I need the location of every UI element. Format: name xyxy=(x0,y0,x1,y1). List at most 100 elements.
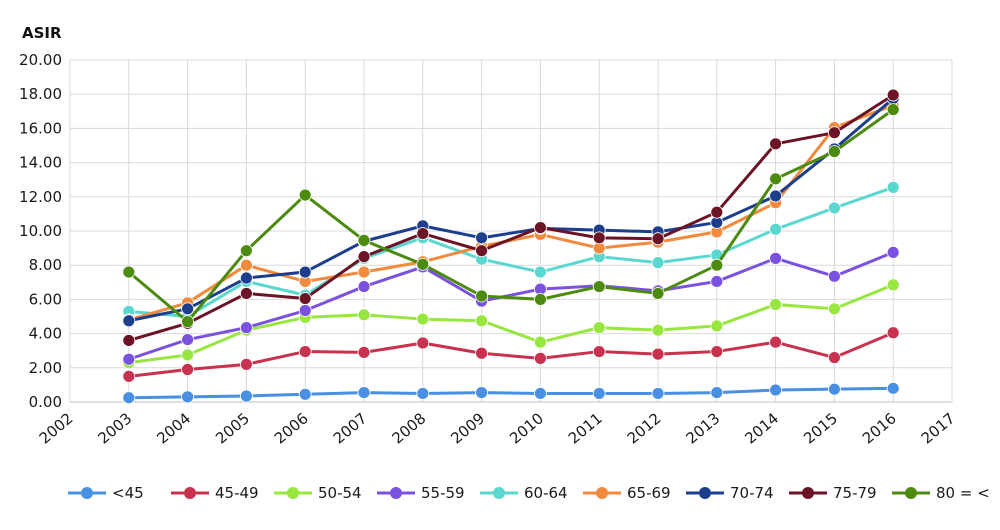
legend-label: <45 xyxy=(112,484,144,502)
data-point xyxy=(357,280,371,293)
x-tick-label: 2013 xyxy=(683,409,724,447)
data-point xyxy=(769,137,782,151)
data-point xyxy=(651,256,665,270)
data-point xyxy=(298,188,312,202)
data-point xyxy=(475,231,489,245)
x-tick-label: 2010 xyxy=(506,409,547,447)
x-tick-label: 2011 xyxy=(565,409,606,447)
data-point xyxy=(769,335,782,349)
legend-item: 50-54 xyxy=(274,484,362,502)
series-line xyxy=(128,185,894,318)
gridlines xyxy=(69,59,953,403)
data-point xyxy=(239,258,253,272)
y-tick-label: 14.00 xyxy=(19,154,62,172)
y-tick-label: 2.00 xyxy=(29,359,62,377)
series-line xyxy=(128,283,894,365)
data-point xyxy=(534,221,547,234)
data-point xyxy=(710,275,724,288)
legend-item: 45-49 xyxy=(171,484,259,502)
data-point xyxy=(122,265,136,279)
data-point xyxy=(828,201,841,215)
data-point xyxy=(122,334,136,347)
data-point xyxy=(769,222,782,236)
series-group xyxy=(122,88,900,405)
data-point xyxy=(122,314,136,328)
data-point xyxy=(239,287,253,300)
y-tick-label: 20.00 xyxy=(19,51,62,69)
data-point xyxy=(181,315,195,329)
data-point xyxy=(651,232,665,246)
data-point xyxy=(475,386,489,399)
data-point xyxy=(416,387,430,400)
data-point xyxy=(769,172,782,186)
data-point xyxy=(592,280,606,293)
data-point xyxy=(534,335,547,349)
data-point xyxy=(592,345,606,358)
data-point xyxy=(651,323,665,337)
legend-swatch-marker xyxy=(802,487,814,499)
y-tick-label: 8.00 xyxy=(29,256,62,274)
data-point xyxy=(416,336,430,350)
x-tick-label: 2002 xyxy=(36,409,77,447)
legend-label: 60-64 xyxy=(524,484,568,502)
data-point xyxy=(416,312,430,326)
data-point xyxy=(769,298,782,311)
y-tick-label: 18.00 xyxy=(19,85,62,103)
y-tick-label: 4.00 xyxy=(29,325,62,343)
series-line xyxy=(127,108,895,324)
series-line xyxy=(128,97,895,323)
series-line xyxy=(128,103,894,322)
data-point xyxy=(534,265,547,279)
data-point xyxy=(710,345,724,358)
data-point xyxy=(416,227,430,240)
legend-item: 65-69 xyxy=(583,484,671,502)
legend-label: 80 = < xyxy=(936,484,990,502)
series-4 xyxy=(122,180,900,323)
data-point xyxy=(357,308,371,322)
data-point xyxy=(298,345,312,358)
x-tick-label: 2007 xyxy=(330,409,371,447)
data-point xyxy=(357,346,371,359)
legend-swatch-marker xyxy=(493,487,505,499)
data-point xyxy=(886,88,900,102)
data-point xyxy=(357,386,371,399)
data-point xyxy=(239,271,253,285)
x-tick-label: 2008 xyxy=(389,409,430,447)
data-point xyxy=(828,302,841,316)
series-line xyxy=(128,250,894,361)
data-point xyxy=(357,250,371,264)
data-point xyxy=(181,302,195,316)
legend-item: 60-64 xyxy=(480,484,568,502)
y-tick-labels: 0.00 2.00 4.00 6.00 8.00 10.00 12.00 14.00 16.00… xyxy=(19,51,62,411)
data-point xyxy=(181,363,195,376)
data-point xyxy=(298,265,312,279)
data-point xyxy=(298,387,312,401)
data-point xyxy=(416,257,430,271)
y-tick-label: 6.00 xyxy=(29,290,62,308)
data-point xyxy=(298,304,312,317)
x-tick-label: 2014 xyxy=(741,409,782,447)
legend-label: 65-69 xyxy=(627,484,671,502)
legend: <45 45-49 50-54 55-59 60-64 65-69 70-74 75-79 80… xyxy=(68,484,990,502)
legend-swatch-marker xyxy=(81,487,93,499)
series-1 xyxy=(122,326,900,383)
data-point xyxy=(710,205,724,219)
series-7 xyxy=(122,88,900,347)
data-point xyxy=(769,383,782,397)
data-point xyxy=(181,390,195,404)
data-point xyxy=(475,346,489,360)
data-point xyxy=(651,287,665,300)
x-tick-label: 2016 xyxy=(859,409,900,447)
data-point xyxy=(886,278,900,292)
legend-swatch-marker xyxy=(184,487,196,499)
legend-label: 75-79 xyxy=(833,484,877,502)
y-axis-label: ASIR xyxy=(22,24,62,42)
legend-item: <45 xyxy=(68,484,144,502)
data-point xyxy=(828,382,841,396)
data-point xyxy=(122,352,136,366)
legend-label: 50-54 xyxy=(318,484,362,502)
x-tick-label: 2006 xyxy=(271,409,312,447)
legend-label: 45-49 xyxy=(215,484,259,502)
data-point xyxy=(475,244,489,258)
legend-swatch-marker xyxy=(390,487,402,499)
